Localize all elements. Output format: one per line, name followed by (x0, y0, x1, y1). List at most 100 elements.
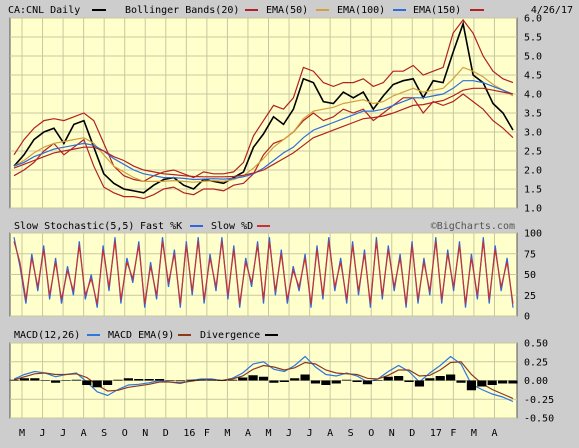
divergence-bar (394, 376, 404, 381)
divergence-bar (269, 380, 279, 383)
slow-d-line (13, 241, 514, 304)
divergence-bar (217, 380, 227, 381)
y-tick-label: 4.0 (524, 90, 542, 101)
ema100-label: EMA(100) (337, 5, 385, 16)
x-tick-label: M (224, 428, 230, 439)
stochastic-panel: 100 75 50 25 0 (9, 229, 542, 323)
y-tick-label: 1.5 (524, 185, 542, 196)
divergence-bar (30, 378, 40, 381)
divergence-bar (373, 380, 383, 381)
divergence-bar (477, 380, 487, 387)
x-tick-label: F (450, 428, 456, 439)
divergence-bar (279, 380, 289, 382)
bollinger-label: Bollinger Bands(20) (125, 5, 239, 16)
divergence-bar (446, 374, 456, 381)
divergence-bar (165, 380, 175, 381)
y-tick-label: 3.5 (524, 109, 542, 120)
divergence-bar (487, 380, 497, 385)
y-tick-label: 0 (524, 312, 530, 323)
y-tick-label: 2.0 (524, 166, 542, 177)
divergence-bar (40, 380, 50, 381)
divergence-bar (321, 380, 331, 385)
y-tick-label: 50 (524, 270, 536, 281)
macd-panel: 0.50 0.25 0.00 -0.25 -0.50 (9, 339, 554, 425)
y-tick-label: 100 (524, 229, 542, 240)
divergence-bar (435, 376, 445, 381)
divergence-bar (175, 380, 185, 382)
divergence-bar (154, 379, 165, 381)
price-panel: 6.0 5.5 5.0 4.5 4.0 3.5 3.0 2.5 2.0 1.5 1.0 (9, 14, 542, 215)
divergence-bar (238, 377, 248, 381)
divergence-bar (508, 380, 518, 384)
y-tick-label: 0.25 (524, 357, 548, 368)
divergence-bar (498, 380, 508, 384)
y-tick-label: 3.0 (524, 128, 542, 139)
y-tick-label: 75 (524, 249, 536, 260)
x-tick-label: A (327, 428, 333, 439)
x-tick-label: 16 (183, 428, 195, 439)
x-axis: M J J A S O N D 16 F M A M J J A S O N D 17 F M A (19, 428, 497, 439)
y-tick-label: 0.50 (524, 339, 548, 350)
divergence-bar (352, 380, 362, 382)
ema50-label: EMA(50) (266, 5, 308, 16)
divergence-bar (92, 380, 102, 388)
divergence-bar (113, 379, 123, 381)
x-tick-label: A (491, 428, 497, 439)
y-tick-label: 25 (524, 291, 536, 302)
fast-k-line (13, 237, 514, 308)
divergence-bar (71, 379, 81, 381)
divergence-bar (290, 378, 300, 381)
x-tick-label: J (60, 428, 66, 439)
divergence-bar (134, 379, 144, 381)
divergence-bar (425, 378, 435, 381)
divergence-bar (19, 378, 29, 381)
date-label: 4/26/17 (531, 5, 573, 16)
y-tick-label: 2.5 (524, 147, 542, 158)
divergence-bar (61, 380, 71, 381)
x-tick-label: M (471, 428, 477, 439)
x-tick-label: J (286, 428, 292, 439)
y-tick-label: 5.0 (524, 52, 542, 63)
y-tick-label: 6.0 (524, 14, 542, 25)
divergence-bar (342, 379, 352, 381)
x-tick-label: J (40, 428, 46, 439)
fast-k-label: Fast %K (140, 221, 182, 232)
x-tick-label: M (266, 428, 272, 439)
divergence-bar (206, 379, 217, 381)
macd-line (13, 355, 514, 403)
symbol-label: CA:CNL Daily (8, 5, 80, 16)
divergence-bar (227, 379, 237, 381)
x-tick-label: D (409, 428, 415, 439)
divergence-bar (102, 380, 113, 385)
divergence-bar (9, 379, 19, 381)
y-tick-label: 1.0 (524, 204, 542, 215)
x-tick-label: A (245, 428, 251, 439)
divergence-bar (186, 379, 196, 381)
x-tick-label: O (368, 428, 374, 439)
macd-ema-label: MACD EMA(9) (108, 330, 174, 341)
ema100-line (13, 80, 514, 181)
y-tick-label: 5.5 (524, 33, 542, 44)
slow-d-label: Slow %D (211, 221, 253, 232)
divergence-bar (50, 380, 61, 383)
divergence-bar (362, 380, 373, 385)
x-tick-label: S (101, 428, 107, 439)
divergence-bar (404, 380, 414, 382)
divergence-bar (123, 378, 133, 381)
divergence-bar (331, 380, 341, 384)
divergence-bar (82, 380, 92, 385)
x-tick-label: S (348, 428, 354, 439)
divergence-bar (456, 380, 466, 383)
y-tick-label: 0.00 (524, 376, 548, 387)
divergence-bar (144, 379, 154, 381)
divergence-bar (248, 375, 258, 381)
ema150-label: EMA(150) (413, 5, 461, 16)
divergence-label: Divergence (200, 330, 260, 341)
divergence-bar (196, 379, 206, 381)
x-tick-label: N (389, 428, 395, 439)
divergence-bar (383, 376, 393, 381)
divergence-bar (414, 380, 425, 387)
bollinger-upper-line (13, 18, 514, 183)
